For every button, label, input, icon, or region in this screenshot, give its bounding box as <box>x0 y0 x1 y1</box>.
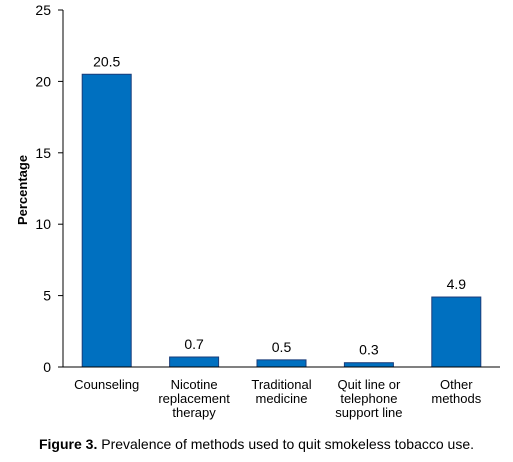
category-label-line: therapy <box>172 405 216 420</box>
data-label: 0.7 <box>184 336 204 352</box>
y-tick-label: 10 <box>35 216 51 232</box>
bar <box>343 362 394 368</box>
category-label-line: Counseling <box>74 377 139 392</box>
category-label-line: methods <box>431 391 481 406</box>
data-label: 20.5 <box>93 53 120 69</box>
category-label-line: medicine <box>255 391 307 406</box>
bar <box>431 296 482 368</box>
y-tick-label: 5 <box>43 288 51 304</box>
y-tick-label: 20 <box>35 73 51 89</box>
y-axis: 0 5 10 15 20 25 <box>35 2 64 375</box>
category-label: Other methods <box>431 377 481 406</box>
data-label: 0.5 <box>272 339 292 355</box>
y-tick-label: 25 <box>35 2 51 18</box>
figure-caption-text: Prevalence of methods used to quit smoke… <box>97 436 474 452</box>
data-label: 0.3 <box>359 342 379 358</box>
category-label: Traditional medicine <box>251 377 311 406</box>
bars: 20.5 0.7 0.5 0.3 4.9 <box>81 53 482 368</box>
category-label: Nicotine replacement therapy <box>158 377 230 420</box>
bar-chart: 0 5 10 15 20 25 20.5 0.7 0.5 0.3 4.9 Counseling Ni… <box>15 2 500 420</box>
y-tick-label: 15 <box>35 145 51 161</box>
category-label-line: telephone <box>340 391 397 406</box>
bar <box>81 73 132 368</box>
category-label: Quit line or telephone support line <box>335 377 402 420</box>
figure-caption-lead: Figure 3. <box>38 436 98 452</box>
category-label-line: Quit line or <box>337 377 401 392</box>
bar <box>169 356 220 368</box>
y-tick-label: 0 <box>43 359 51 375</box>
figure-caption: Figure 3. Prevalence of methods used to … <box>0 436 513 452</box>
bar <box>256 359 307 368</box>
category-label-line: Nicotine <box>171 377 218 392</box>
category-label-line: Other <box>440 377 473 392</box>
category-label-line: support line <box>335 405 402 420</box>
category-label-line: Traditional <box>251 377 311 392</box>
data-label: 4.9 <box>447 276 467 292</box>
y-axis-label: Percentage <box>15 155 30 225</box>
category-label-line: replacement <box>158 391 230 406</box>
x-axis: Counseling Nicotine replacement therapy Trad… <box>63 366 500 420</box>
category-label: Counseling <box>74 377 139 392</box>
